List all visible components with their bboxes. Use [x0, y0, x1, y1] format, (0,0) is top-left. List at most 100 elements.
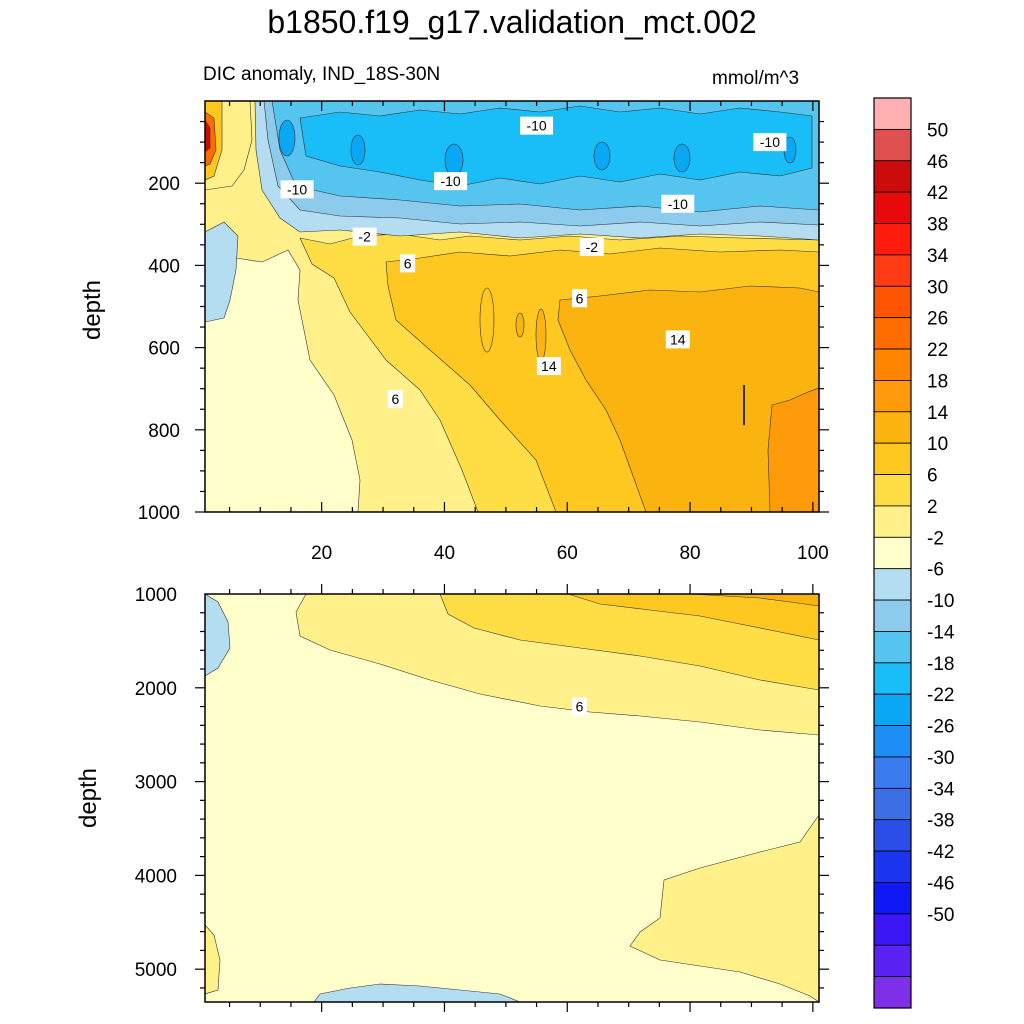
upper-band-18-22: [767, 387, 819, 512]
colorbar-label: -18: [927, 654, 954, 675]
colorbar-label: -6: [927, 560, 944, 581]
chart-subtitle: DIC anomaly, IND_18S-30N: [203, 64, 441, 85]
colorbar-swatch: [873, 191, 912, 224]
colorbar-swatch: [873, 223, 912, 256]
upper-band-negative-deep-pocket: [205, 221, 239, 323]
lower-contour-labels: 6: [572, 697, 588, 716]
contour-label-bg: [434, 172, 468, 191]
colorbar-swatch: [873, 411, 912, 444]
contour-label-bg: [572, 289, 588, 308]
upper-y-tick-label: 200: [148, 174, 180, 195]
colorbar-label: 34: [927, 246, 949, 267]
colorbar-label: 6: [927, 466, 938, 487]
contour-label-bg: [661, 194, 695, 213]
colorbar-label: -46: [927, 873, 954, 894]
colorbar-swatch: [873, 348, 912, 381]
contour-label: -10: [287, 181, 307, 197]
colorbar-swatch: [873, 285, 912, 319]
x-tick-label: 80: [679, 543, 700, 564]
colorbar-label: -10: [927, 591, 954, 612]
colorbar-swatch: [873, 725, 912, 758]
upper-blob-deep-5: [673, 143, 691, 173]
colorbar-label: -42: [927, 842, 954, 863]
upper-blob-deep-2: [350, 134, 366, 166]
upper-y-axis-label: depth: [79, 280, 106, 340]
lower-y-tick-label: 3000: [135, 773, 177, 794]
contour-label-bg: [280, 180, 314, 199]
colorbar-swatch: [873, 568, 912, 601]
colorbar-swatch: [873, 662, 912, 695]
contour-label-bg: [400, 254, 416, 273]
contour-label-bg: [352, 227, 377, 246]
lower-y-axis-label: depth: [75, 768, 102, 828]
contour-label: -10: [440, 173, 460, 189]
colorbar-label: -38: [927, 811, 954, 832]
colorbar-label: -14: [927, 622, 955, 643]
colorbar-swatch: [873, 599, 912, 632]
colorbar-label: 38: [927, 215, 948, 236]
contour-label: 14: [670, 331, 686, 347]
colorbar-swatch: [873, 787, 912, 821]
colorbar-label: -22: [927, 685, 954, 706]
upper-y-ticks: [195, 120, 829, 513]
upper-pocket-a: [479, 287, 495, 353]
contour-label: 6: [576, 699, 584, 715]
upper-y-tick-label: 600: [148, 339, 180, 360]
contour-label: -10: [668, 196, 688, 212]
colorbar-label: 2: [927, 497, 938, 518]
colorbar: 50 46 42 38 34 30 26 22 18 14 10 6 2 -2 -6 -10 -14 -18 -22…: [873, 97, 955, 1009]
upper-pocket-c: [535, 308, 547, 362]
contour-label-bg: [579, 237, 604, 256]
lower-field: [205, 594, 819, 1002]
colorbar-swatch: [873, 97, 912, 130]
upper-band-cream-core: [205, 239, 361, 512]
contour-label: 6: [391, 391, 399, 407]
lower-y-ticks: [195, 612, 829, 989]
colorbar-swatch: [873, 944, 912, 978]
upper-y-tick-label: 400: [148, 256, 180, 277]
upper-x-ticks: [228, 101, 814, 512]
colorbar-label: -26: [927, 717, 954, 738]
x-tick-label: 100: [797, 543, 829, 564]
contour-label-bg: [665, 330, 690, 349]
colorbar-swatch: [873, 380, 912, 413]
upper-blob-deep-1: [278, 119, 296, 157]
contour-label: 6: [404, 255, 412, 271]
lower-y-tick-label: 1000: [135, 585, 177, 606]
upper-blob-deep-4: [593, 141, 611, 171]
colorbar-swatch: [873, 128, 912, 162]
colorbar-label: 50: [927, 120, 948, 141]
colorbar-label: -2: [927, 528, 944, 549]
x-tick-label: 20: [311, 543, 332, 564]
colorbar-label: -34: [927, 779, 955, 800]
colorbar-swatch: [873, 819, 912, 852]
contour-label: -2: [358, 229, 371, 245]
lower-band-left-pocket: [205, 594, 231, 677]
chart-title: b1850.f19_g17.validation_mct.002: [267, 4, 757, 40]
units-label: mmol/m^3: [712, 68, 800, 89]
lower-y-tick-label: 4000: [135, 866, 177, 887]
lower-band-bottom-cold: [313, 983, 521, 1002]
colorbar-label: 14: [927, 403, 949, 424]
colorbar-swatch: [873, 442, 912, 475]
contour-label: -10: [760, 134, 780, 150]
upper-blob-deep-3: [444, 143, 464, 177]
colorbar-label: 42: [927, 183, 948, 204]
colorbar-swatch: [873, 850, 912, 883]
upper-y-tick-label: 1000: [138, 503, 180, 524]
contour-label-bg: [520, 116, 554, 135]
contour-label-bg: [387, 389, 403, 408]
colorbar-swatch: [873, 913, 912, 946]
lower-band-14-18: [689, 594, 819, 607]
contour-label: -10: [526, 118, 546, 134]
contour-label-bg: [536, 357, 561, 376]
colorbar-swatch: [873, 536, 912, 570]
lower-x-ticks: [228, 584, 814, 1012]
lower-band-deep-warm: [629, 814, 819, 1002]
lower-plot-frame: [204, 593, 820, 1003]
upper-y-tick-label: 800: [148, 421, 180, 442]
colorbar-frame: [873, 97, 912, 1009]
colorbar-swatch: [873, 882, 912, 915]
lower-y-tick-label: 2000: [135, 679, 177, 700]
